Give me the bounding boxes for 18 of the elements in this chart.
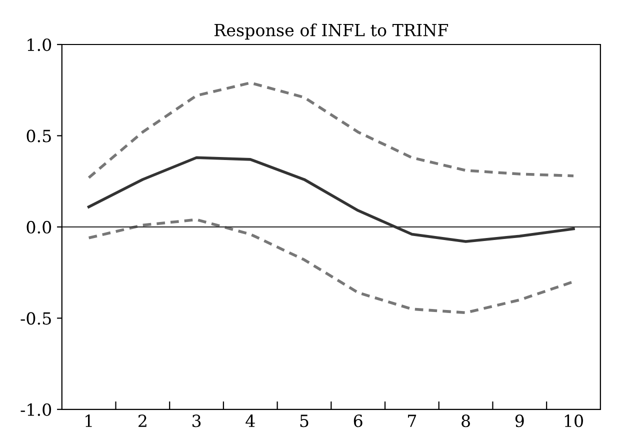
x-tick-label: 10 xyxy=(564,414,583,428)
y-tick-label: -1.0 xyxy=(20,403,52,416)
x-tick-label: 7 xyxy=(408,414,416,427)
y-tick-label: -0.5 xyxy=(20,312,51,325)
y-tick-label: 0.5 xyxy=(26,130,51,142)
line-series xyxy=(87,218,575,314)
x-tick-label: 4 xyxy=(246,414,255,427)
x-tick-label: 1 xyxy=(86,414,92,427)
x-tick-label: 2 xyxy=(138,414,146,427)
y-tick-label: 0.0 xyxy=(26,220,52,234)
x-tick-label: 5 xyxy=(300,414,308,428)
y-tick-label: 1.0 xyxy=(28,38,52,52)
line-series xyxy=(87,81,575,180)
x-tick-label: 8 xyxy=(462,414,470,428)
chart-title: Response of INFL to TRINF xyxy=(214,24,448,40)
x-tick-label: 6 xyxy=(354,414,362,428)
x-tick-label: 3 xyxy=(192,414,201,428)
x-tick-label: 9 xyxy=(515,414,524,428)
